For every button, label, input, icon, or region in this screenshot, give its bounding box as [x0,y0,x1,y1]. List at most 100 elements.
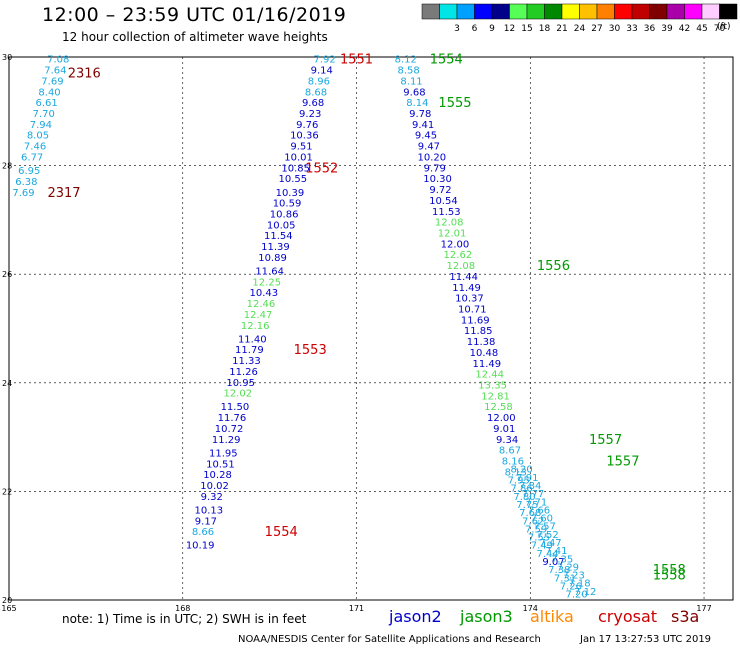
swh-value: 9.78 [409,109,431,120]
scale-swatch [474,3,493,20]
swh-value: 7.84 [519,481,541,492]
scale-swatch [684,3,703,20]
swh-value: 11.85 [464,326,493,337]
swh-value: 7.80 [513,492,535,503]
x-tick-label: 177 [696,604,711,613]
plot-frame [8,56,734,601]
swh-value: 11.95 [209,448,238,459]
swh-value: 12.58 [484,402,513,413]
swh-value: 7.69 [41,76,63,87]
swh-value: 7.52 [537,530,559,541]
swh-value: 9.72 [429,185,451,196]
swh-value: 7.49 [531,541,553,552]
swh-value: 7.23 [563,571,585,582]
swh-value: 10.86 [270,209,299,220]
scale-tick-label: 39 [661,24,673,34]
swh-value: 11.44 [449,272,478,283]
swh-value: 12.62 [444,250,473,261]
x-tick-label: 168 [175,604,190,613]
swh-value: 7.66 [528,505,550,516]
swh-value: 6.95 [18,166,40,177]
swh-value: 10.01 [284,152,313,163]
swh-value: 10.36 [290,131,319,142]
scale-tick-label: 33 [626,24,637,34]
swh-value: 12.08 [446,261,475,272]
swh-value: 8.14 [406,98,428,109]
y-tick-label: 26 [2,270,12,279]
swh-value: 9.23 [299,109,321,120]
swh-value: 9.14 [311,66,333,77]
swh-value: 7.38 [548,565,570,576]
swh-value: 12.16 [241,321,270,332]
pass-label: 1556 [537,259,570,274]
swh-value: 12.46 [247,299,276,310]
swh-value: 10.71 [458,304,487,315]
swh-value: 7.62 [522,516,544,527]
swh-value: 7.86 [510,484,532,495]
swh-value: 9.41 [412,120,434,131]
swh-value: 6.77 [21,152,43,163]
x-tick-label: 174 [523,604,538,613]
pass-label: 1557 [589,433,622,448]
data-points: 7.087.647.698.406.617.707.948.057.466.77… [12,55,596,601]
swh-value: 10.02 [200,481,229,492]
scale-swatch [544,3,563,20]
swh-value: 10.59 [273,199,302,210]
swh-value: 8.96 [308,76,330,87]
scale-swatch [421,3,440,20]
swh-value: 7.35 [551,554,573,565]
scale-tick-label: 45 [696,24,707,34]
axis-tick-labels: 165 168 171 174 177 20 22 24 26 28 30 [1,53,711,613]
wave-height-scale: 3 6 9 12 15 18 21 24 27 30 33 36 39 42 45 70 [421,3,738,34]
scale-tick-label: 27 [591,24,602,34]
swh-value: 7.68 [519,508,541,519]
swh-value: 10.20 [417,152,446,163]
scale-tick-label: 12 [504,24,515,34]
swh-value: 8.67 [499,446,521,457]
swh-value: 10.55 [278,174,307,185]
swh-value: 11.33 [232,356,261,367]
pass-label: 1554 [430,53,463,68]
swh-value: 7.57 [534,522,556,533]
swh-value: 10.95 [226,378,255,389]
swh-value: 7.92 [314,55,336,66]
swh-value: 10.89 [258,253,287,264]
swh-value: 9.34 [496,435,518,446]
y-tick-label: 20 [2,596,12,605]
swh-value: 7.26 [560,581,582,592]
swh-value: 7.47 [539,538,561,549]
swh-value: 10.19 [186,541,215,552]
footnote: note: 1) Time is in UTC; 2) SWH is in fe… [62,612,307,626]
pass-label: 1553 [294,343,327,358]
swh-value: 8.13 [505,467,527,478]
swh-value: 7.44 [537,549,559,560]
swh-value: 7.46 [24,142,46,153]
credit-line: NOAA/NESDIS Center for Satellite Applica… [238,634,541,645]
swh-value: 10.48 [470,348,499,359]
swh-value: 8.68 [305,87,327,98]
swh-value: 7.70 [33,109,55,120]
swh-value: 11.29 [212,435,241,446]
pass-label: 1552 [305,161,338,176]
swh-value: 7.20 [565,590,587,601]
swh-value: 12.01 [438,228,467,239]
scale-tick-label: 42 [679,24,690,34]
swh-value: 7.71 [525,497,547,508]
page-title: 12:00 – 23:59 UTC 01/16/2019 [42,4,347,26]
x-tick-label: 165 [1,604,16,613]
swh-value: 8.66 [192,527,214,538]
swh-value: 12.44 [475,370,504,381]
swh-value: 12.81 [481,391,510,402]
pass-label: 1555 [438,96,471,111]
scale-tick-label: 15 [521,24,532,34]
scale-unit: (ft) [717,22,731,32]
scale-tick-label: 24 [574,24,586,34]
mission-jason3: jason3 [460,607,513,626]
scale-tick-label: 36 [644,24,656,34]
swh-value: 11.76 [218,413,247,424]
swh-value: 7.18 [568,579,590,590]
swh-value: 11.64 [255,266,284,277]
swh-value: 10.39 [276,188,305,199]
y-tick-label: 28 [2,162,12,171]
